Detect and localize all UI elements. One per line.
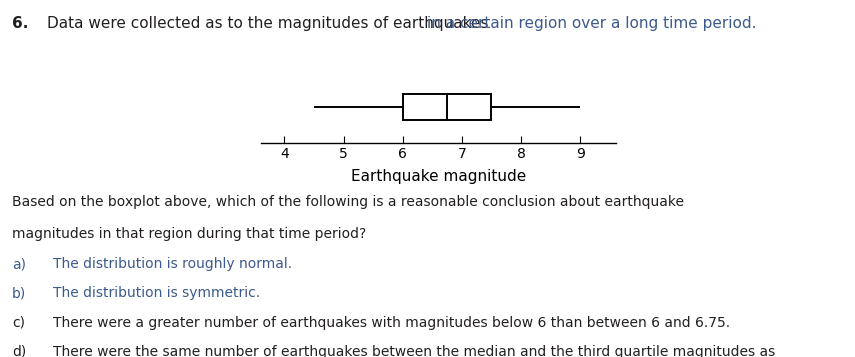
Bar — [403, 94, 492, 121]
Text: d): d) — [12, 345, 27, 357]
Text: in a certain region over a long time period.: in a certain region over a long time per… — [427, 16, 756, 31]
X-axis label: Earthquake magnitude: Earthquake magnitude — [351, 169, 526, 184]
Text: There were the same number of earthquakes between the median and the third quart: There were the same number of earthquake… — [53, 345, 775, 357]
Text: Data were collected as to the magnitudes of earthquakes: Data were collected as to the magnitudes… — [47, 16, 493, 31]
Text: The distribution is roughly normal.: The distribution is roughly normal. — [53, 257, 292, 271]
Text: 6.: 6. — [12, 16, 28, 31]
Text: The distribution is symmetric.: The distribution is symmetric. — [53, 286, 260, 300]
Text: a): a) — [12, 257, 26, 271]
Text: There were a greater number of earthquakes with magnitudes below 6 than between : There were a greater number of earthquak… — [53, 316, 730, 330]
Text: Based on the boxplot above, which of the following is a reasonable conclusion ab: Based on the boxplot above, which of the… — [12, 195, 684, 208]
Text: c): c) — [12, 316, 25, 330]
Text: b): b) — [12, 286, 27, 300]
Text: magnitudes in that region during that time period?: magnitudes in that region during that ti… — [12, 227, 366, 241]
